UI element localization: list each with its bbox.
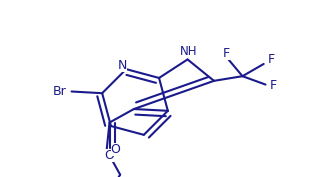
Text: O: O <box>111 143 120 156</box>
Text: F: F <box>268 53 275 66</box>
Text: F: F <box>270 79 277 92</box>
Text: O: O <box>105 149 115 162</box>
Text: N: N <box>118 59 127 72</box>
Text: NH: NH <box>180 45 197 58</box>
Text: Br: Br <box>53 85 66 98</box>
Text: F: F <box>223 47 230 60</box>
